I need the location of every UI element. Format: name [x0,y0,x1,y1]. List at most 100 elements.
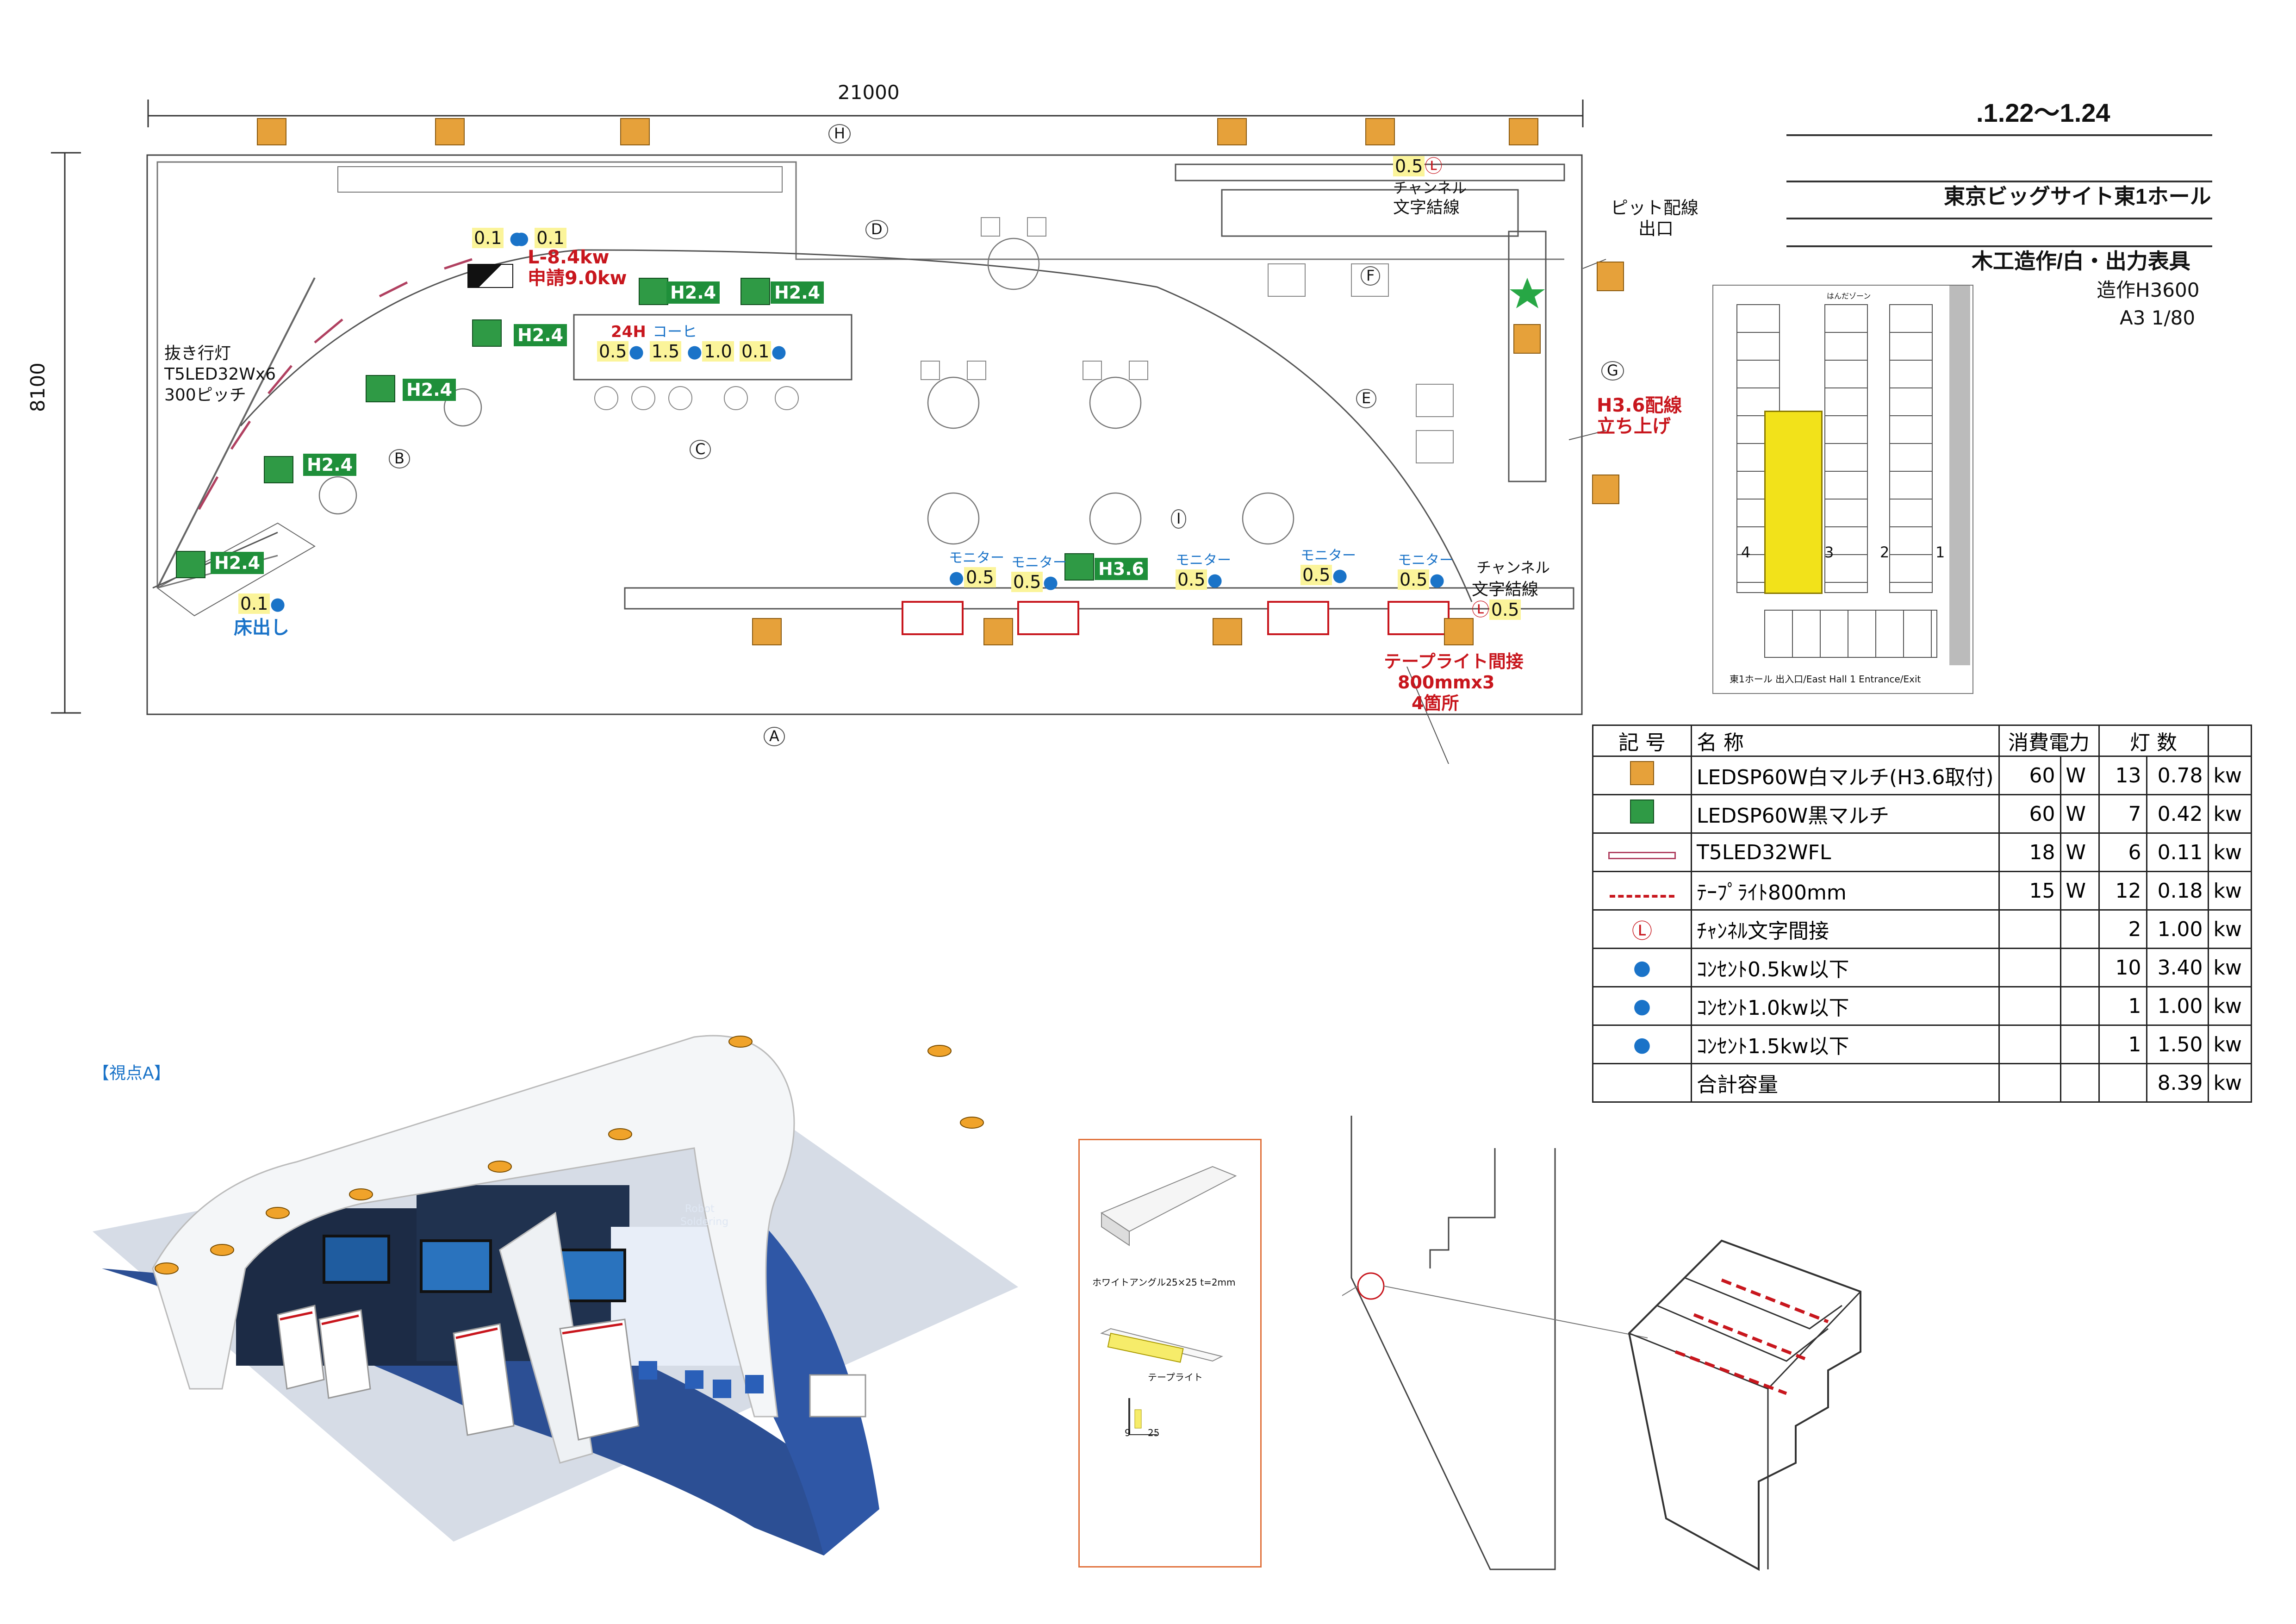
fluorescent-symbol-icon [1592,832,1692,872]
power-load: L-8.4kw [528,247,610,268]
angle-detail [1100,1166,1237,1435]
legend-row: ● ｺﾝｾﾝﾄ1.0kw以下 1 1.00 kw [1592,986,2252,1026]
detail-dim-b: 25 [1148,1427,1160,1438]
spot-white-12 [1213,618,1242,645]
booth-perspective [93,1035,1018,1555]
viewpoint-d: D [865,220,888,239]
perspective-caption: 【視点A】 [93,1064,171,1083]
outlet-tl-2: ● 0.1 [514,228,566,248]
spot-black-2 [740,278,770,305]
hall-entrance: 東1ホール 出入口/East Hall 1 Entrance/Exit [1730,674,1921,685]
viewpoint-h: H [828,124,851,144]
legend-header: 記 号 名 称 消費電力 灯 数 [1592,725,2252,757]
channel-bottom-label-1: チャンネル [1476,559,1550,576]
channel-letter-symbol-icon: Ⓛ [1592,909,1692,949]
monitor-5-label: モニター [1398,552,1453,568]
legend-row: ● ｺﾝｾﾝﾄ1.5kw以下 1 1.50 kw [1592,1024,2252,1064]
viewpoint-b: B [389,449,410,468]
channel-top-outlet: 0.5 Ⓛ [1393,156,1442,176]
outlet-symbol-icon: ● [1592,1024,1692,1064]
monitor-4-label: モニター [1300,548,1356,564]
spot-white-3 [620,118,650,145]
spot-white-10 [752,618,782,645]
channel-bottom-outlet: Ⓛ 0.5 [1472,600,1521,620]
spot-black-1-height: H2.4 [666,281,720,304]
header-rule-3 [1786,218,2212,219]
floor-outlet-value: 0.1 ● [238,593,286,614]
outlet-tl-1: 0.1 ● [472,228,525,248]
legend-total-kw: 8.39 [2146,1063,2209,1103]
floor-plan [51,100,1606,764]
legend-head-symbol: 記 号 [1592,725,1692,757]
viewpoint-a: A [764,727,785,746]
linear-light-note-2: T5LED32Wx6 [164,365,276,384]
spot-black-7-height: H3.6 [1095,558,1148,580]
spot-white-9 [1592,475,1619,504]
spot-black-6-height: H2.4 [211,552,264,574]
h36-wiring-2: 立ち上げ [1597,416,1671,437]
viewpoint-f: F [1361,266,1381,286]
hall-row-3: 3 [1824,543,1834,561]
spot-black-5 [264,456,293,483]
monitor-1-label: モニター [949,550,1004,566]
power-panel-icon [467,264,513,288]
monitor-3-label: モニター [1176,552,1231,568]
spot-black-6 [176,551,205,578]
header-rule-2 [1786,181,2212,182]
legend-row: Ⓛ ﾁｬﾝﾈﾙ文字間接 2 1.00 kw [1592,909,2252,949]
h36-wiring-1: H3.6配線 [1597,395,1682,416]
pit-wiring-1: ピット配線 [1611,198,1699,218]
legend-row: ● ｺﾝｾﾝﾄ0.5kw以下 10 3.40 kw [1592,948,2252,987]
spot-white-5 [1365,118,1395,145]
counter-outlets: 0.5 ● 1.5 ● 1.0 0.1 ● [597,341,787,362]
sign-text-soldering: Soldering [680,1216,729,1228]
spot-white-7 [1597,262,1624,291]
legend-table: 記 号 名 称 消費電力 灯 数 LEDSP60W白マルチ(H3.6取付) 60… [1592,725,2252,1103]
tape-light-note-1: テープライト間接 [1384,651,1524,672]
width-dimension: 21000 [838,81,900,104]
monitor-5-outlet: 0.5 ● [1398,569,1445,590]
hall-booth-highlight [1764,411,1823,594]
detail-dim-a: 9 [1125,1427,1131,1438]
spot-white-2 [435,118,465,145]
legend-head-name: 名 称 [1691,725,2000,757]
paper-scale: A3 1/80 [2120,306,2196,329]
channel-top-label-1: チャンネル [1393,179,1467,197]
spot-black-3-height: H2.4 [514,324,567,346]
hall-row-1: 1 [1935,543,1945,561]
linear-light-note-3: 300ピッチ [164,386,246,405]
legend-total-row: 合計容量 8.39 kw [1592,1063,2252,1103]
hall-column-3 [1889,304,1933,593]
legend-row: LEDSP60W黒マルチ 60 W 7 0.42 kw [1592,794,2252,834]
spot-white-symbol-icon [1592,756,1692,795]
spot-black-symbol-icon [1592,794,1692,834]
channel-bottom-label-2: 文字結線 [1472,580,1539,599]
tape-light-symbol-icon [1592,871,1692,911]
event-date: .1.22～1.24 [1976,98,2110,127]
monitor-3-outlet: 0.5 ● [1176,569,1223,590]
pit-wiring-2: 出口 [1638,219,1674,239]
hall-bottom-block [1764,610,1937,658]
monitor-1-outlet: ● 0.5 [949,567,996,587]
viewpoint-g: G [1601,361,1624,381]
angle-label: ホワイトアングル25×25 t=2mm [1092,1277,1236,1288]
header-rule-1 [1786,134,2212,136]
spot-black-4 [366,375,395,402]
spot-white-11 [983,618,1013,645]
viewpoint-i: I [1171,509,1187,529]
legend-head-power: 消費電力 [1998,725,2100,757]
counter-24h: 24H [611,323,646,341]
channel-top-label-2: 文字結線 [1393,198,1460,217]
outlet-symbol-icon: ● [1592,948,1692,987]
hall-zone-label: はんだゾーン [1827,292,1871,300]
spot-white-13 [1444,618,1474,645]
outlet-symbol-icon: ● [1592,986,1692,1026]
spot-white-1 [257,118,286,145]
section-and-iso [1342,1116,1861,1571]
drawing-title: 木工造作/白・出力表具 [1972,249,2190,273]
hall-row-2: 2 [1880,543,1890,561]
spot-black-5-height: H2.4 [303,454,357,476]
power-applied: 申請9.0kw [528,268,627,289]
monitor-2-label: モニター [1011,555,1067,571]
